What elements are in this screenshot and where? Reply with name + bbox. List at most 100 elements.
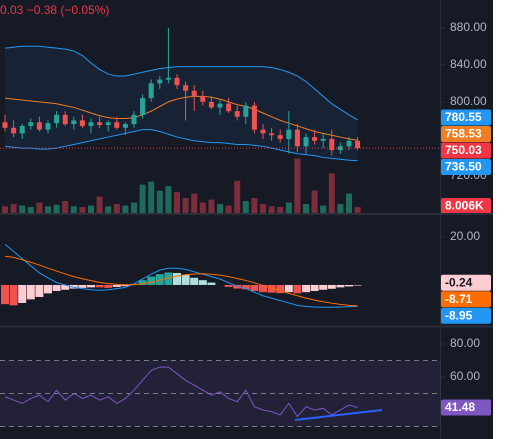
price-badge bbox=[441, 198, 491, 213]
volume-bar bbox=[105, 206, 112, 213]
histogram-bar bbox=[147, 276, 156, 285]
volume-bar bbox=[96, 196, 103, 213]
candle-body bbox=[320, 138, 326, 141]
volume-bar bbox=[328, 173, 335, 213]
histogram-bar bbox=[345, 284, 353, 287]
band-line bbox=[4, 129, 358, 162]
candle-body bbox=[251, 105, 257, 130]
volume-bar bbox=[139, 184, 146, 213]
price-badge bbox=[441, 274, 491, 291]
histogram-bar bbox=[224, 284, 233, 287]
candle-body bbox=[191, 90, 197, 97]
volume-bar bbox=[113, 204, 120, 213]
histogram-bar bbox=[353, 284, 362, 286]
candle-body bbox=[329, 138, 335, 151]
candle-body bbox=[62, 114, 68, 125]
candle-body bbox=[36, 122, 42, 130]
volume-bar bbox=[165, 186, 172, 213]
candle-body bbox=[140, 98, 146, 115]
price-badge-label: -0.24 bbox=[445, 275, 473, 289]
histogram-bar bbox=[250, 284, 259, 291]
chart-title: 0.03 −0.38 (−0.05%) bbox=[0, 3, 109, 17]
volume-bar bbox=[79, 207, 86, 213]
volume-bar bbox=[122, 205, 129, 213]
histogram-bar bbox=[293, 284, 302, 294]
volume-bar bbox=[53, 204, 60, 213]
candle-body bbox=[148, 83, 154, 99]
y-tick-label: 20.00 bbox=[450, 229, 480, 243]
histogram-bar bbox=[233, 284, 242, 289]
y-tick-label: 880.00 bbox=[450, 20, 487, 34]
price-badge bbox=[441, 142, 491, 159]
candle-body bbox=[174, 77, 180, 86]
volume-bar bbox=[303, 204, 309, 213]
histogram-bar bbox=[52, 284, 61, 291]
y-tick-label: 60.00 bbox=[450, 369, 480, 383]
candle-body bbox=[226, 103, 232, 112]
candle-body bbox=[97, 122, 103, 126]
candle-body bbox=[165, 77, 171, 80]
candle-body bbox=[131, 114, 137, 125]
candle-body bbox=[208, 101, 214, 108]
candle-body bbox=[217, 103, 223, 108]
histogram-bar bbox=[87, 284, 95, 288]
histogram-bar bbox=[95, 284, 104, 288]
candle-body bbox=[11, 127, 17, 134]
histogram-bar bbox=[138, 280, 147, 285]
volume-bar bbox=[10, 204, 17, 213]
volume-bar bbox=[45, 206, 51, 213]
histogram-bar bbox=[259, 284, 267, 293]
histogram-bar bbox=[164, 272, 173, 285]
candle-body bbox=[183, 85, 189, 91]
histogram-bar bbox=[336, 284, 345, 288]
volume-bar bbox=[88, 205, 94, 213]
volume-bar bbox=[251, 198, 258, 213]
trend-line bbox=[294, 409, 383, 421]
volume-bar bbox=[36, 202, 43, 213]
price-badge-label: 8.006K bbox=[445, 199, 484, 213]
volume-bar bbox=[191, 193, 198, 213]
volume-bar bbox=[199, 202, 206, 213]
candle-body bbox=[105, 122, 111, 126]
candle-body bbox=[71, 120, 77, 125]
candle-body bbox=[355, 140, 361, 149]
histogram-bar bbox=[112, 284, 121, 287]
candle-body bbox=[157, 79, 163, 84]
histogram-bar bbox=[302, 284, 310, 293]
histogram-bar bbox=[190, 277, 199, 285]
price-badge bbox=[441, 158, 491, 175]
histogram-bar bbox=[104, 284, 113, 288]
candle-body bbox=[312, 137, 318, 141]
histogram-bar bbox=[241, 284, 250, 290]
candle-body bbox=[54, 114, 60, 124]
price-badge-label: 736.50 bbox=[445, 160, 482, 174]
price-badge-label: -8.71 bbox=[445, 292, 473, 306]
histogram-bar bbox=[9, 284, 18, 306]
band-fill bbox=[5, 46, 358, 161]
histogram-bar bbox=[173, 272, 181, 285]
volume-bar bbox=[62, 201, 69, 213]
histogram-bar bbox=[284, 284, 293, 293]
price-badge bbox=[441, 307, 491, 324]
candle-body bbox=[28, 122, 34, 126]
volume-bar bbox=[294, 158, 301, 213]
volume-bar bbox=[156, 190, 163, 213]
volume-bar bbox=[174, 192, 180, 213]
volume-bar bbox=[337, 204, 344, 213]
candle-body bbox=[122, 124, 128, 128]
histogram-bar bbox=[1, 284, 9, 305]
histogram-bar bbox=[78, 284, 87, 288]
price-pane: 880.00840.00800.00720.00780.55758.53750.… bbox=[0, 20, 491, 213]
volume-bar bbox=[268, 206, 275, 213]
candle-body bbox=[79, 120, 85, 126]
volume-bar bbox=[260, 204, 266, 213]
volume-bar bbox=[19, 205, 26, 213]
volume-bar bbox=[148, 181, 155, 213]
candle-body bbox=[88, 122, 94, 126]
volume-bar bbox=[242, 201, 249, 213]
histogram-bar bbox=[267, 284, 276, 293]
candle-body bbox=[303, 137, 309, 147]
candle-body bbox=[346, 140, 352, 147]
candle-body bbox=[114, 122, 120, 128]
y-tick-label: 800.00 bbox=[450, 94, 487, 108]
